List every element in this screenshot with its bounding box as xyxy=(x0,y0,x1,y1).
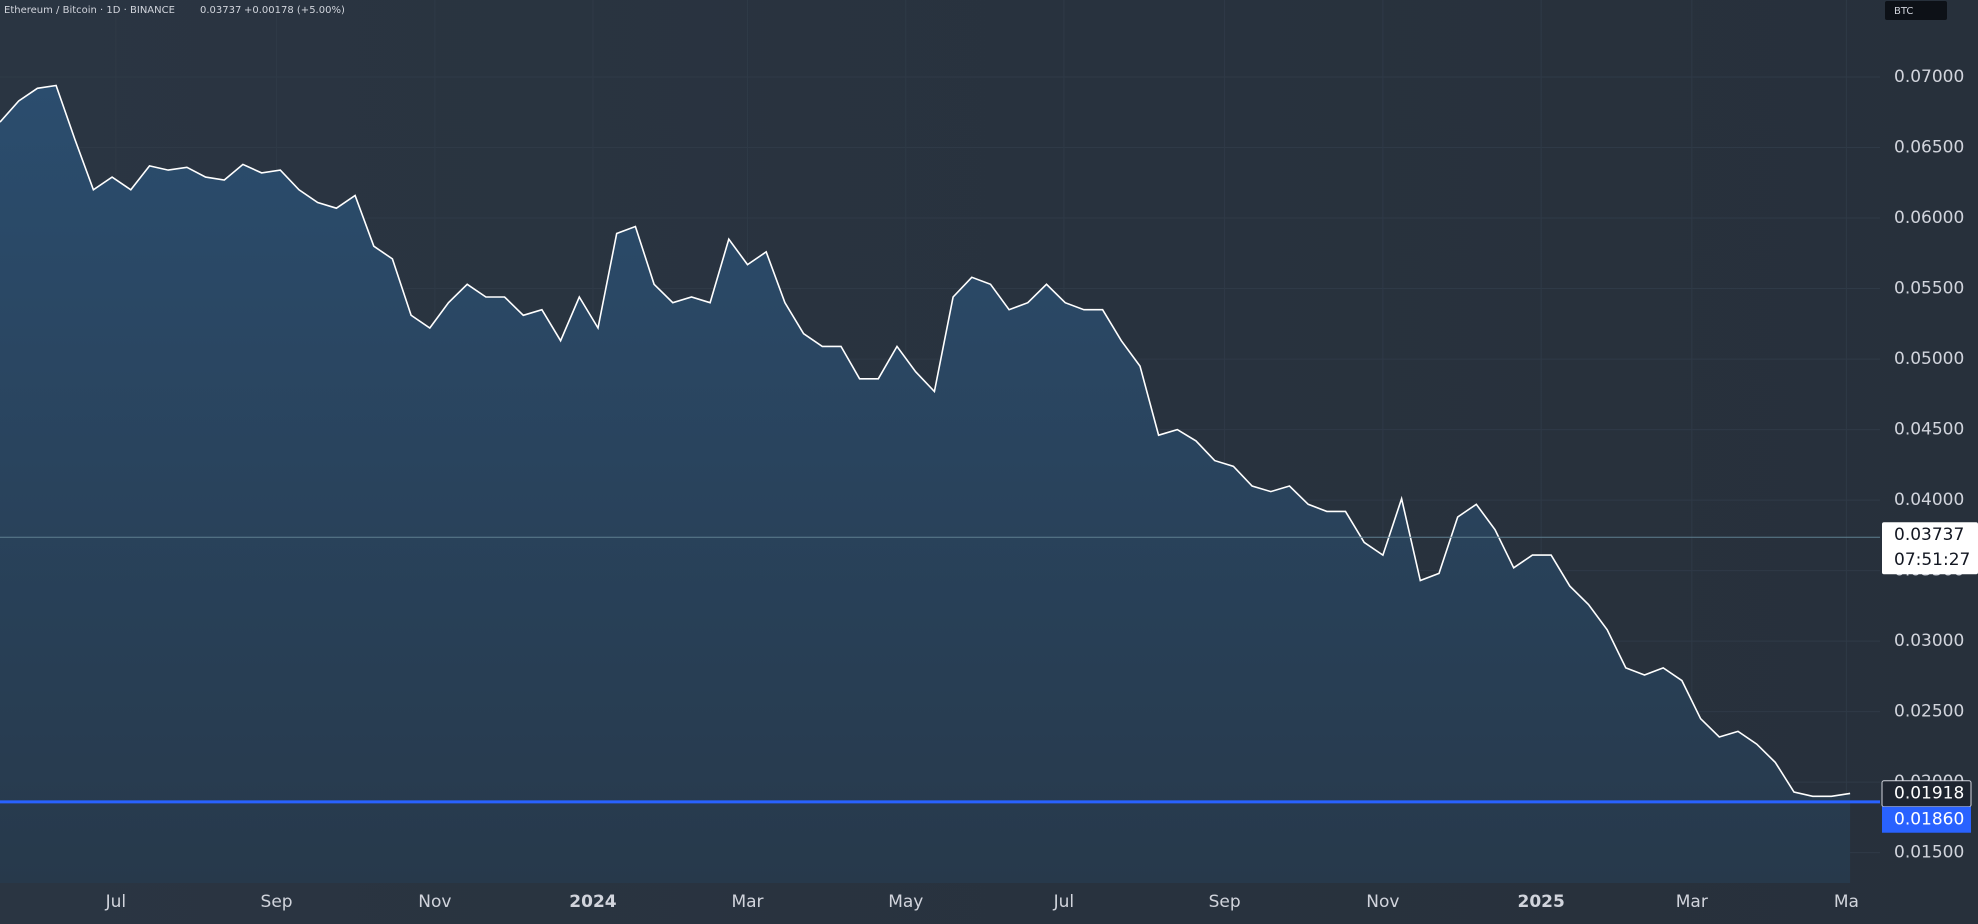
y-tick-label: 0.06500 xyxy=(1894,138,1964,158)
x-tick-label: Jul xyxy=(105,892,127,912)
x-tick-label: May xyxy=(888,892,923,912)
last-close-label: 0.01918 xyxy=(1894,784,1964,804)
y-tick-label: 0.04000 xyxy=(1894,490,1964,510)
x-tick-label: Sep xyxy=(1209,892,1241,912)
area-fill xyxy=(0,85,1851,883)
price-line xyxy=(0,84,1851,798)
horizontal-line-label: 0.01860 xyxy=(1894,810,1964,830)
header-symbol: Ethereum / Bitcoin · 1D · BINANCE xyxy=(4,5,175,16)
header-price: 0.03737 xyxy=(200,5,241,16)
y-tick-label: 0.03000 xyxy=(1894,631,1964,651)
y-tick-label: 0.05500 xyxy=(1894,279,1964,299)
y-tick-label: 0.04500 xyxy=(1894,420,1964,440)
y-tick-label: 0.01500 xyxy=(1894,843,1964,863)
currency-button[interactable] xyxy=(1885,1,1947,20)
x-tick-label: Ma xyxy=(1834,892,1859,912)
horizontal-line-box xyxy=(1882,806,1971,833)
x-tick-label: 2025 xyxy=(1518,892,1565,912)
x-tick-label: 2024 xyxy=(569,892,616,912)
x-tick-label: Sep xyxy=(261,892,293,912)
x-tick-label: Nov xyxy=(418,892,451,912)
x-tick-label: Mar xyxy=(1676,892,1708,912)
currency-label[interactable]: BTC xyxy=(1894,6,1913,17)
x-tick-label: Mar xyxy=(731,892,763,912)
y-tick-label: 0.07000 xyxy=(1894,67,1964,87)
y-tick-label: 0.02500 xyxy=(1894,702,1964,722)
header-change: +0.00178 (+5.00%) xyxy=(244,5,345,16)
last-price-box xyxy=(1882,522,1978,575)
x-tick-label: Nov xyxy=(1366,892,1399,912)
last-price-label: 0.03737 xyxy=(1894,525,1964,545)
y-tick-label: 0.05000 xyxy=(1894,349,1964,369)
y-tick-label: 0.06000 xyxy=(1894,208,1964,228)
x-tick-label: Jul xyxy=(1053,892,1075,912)
countdown-label: 07:51:27 xyxy=(1894,550,1970,570)
